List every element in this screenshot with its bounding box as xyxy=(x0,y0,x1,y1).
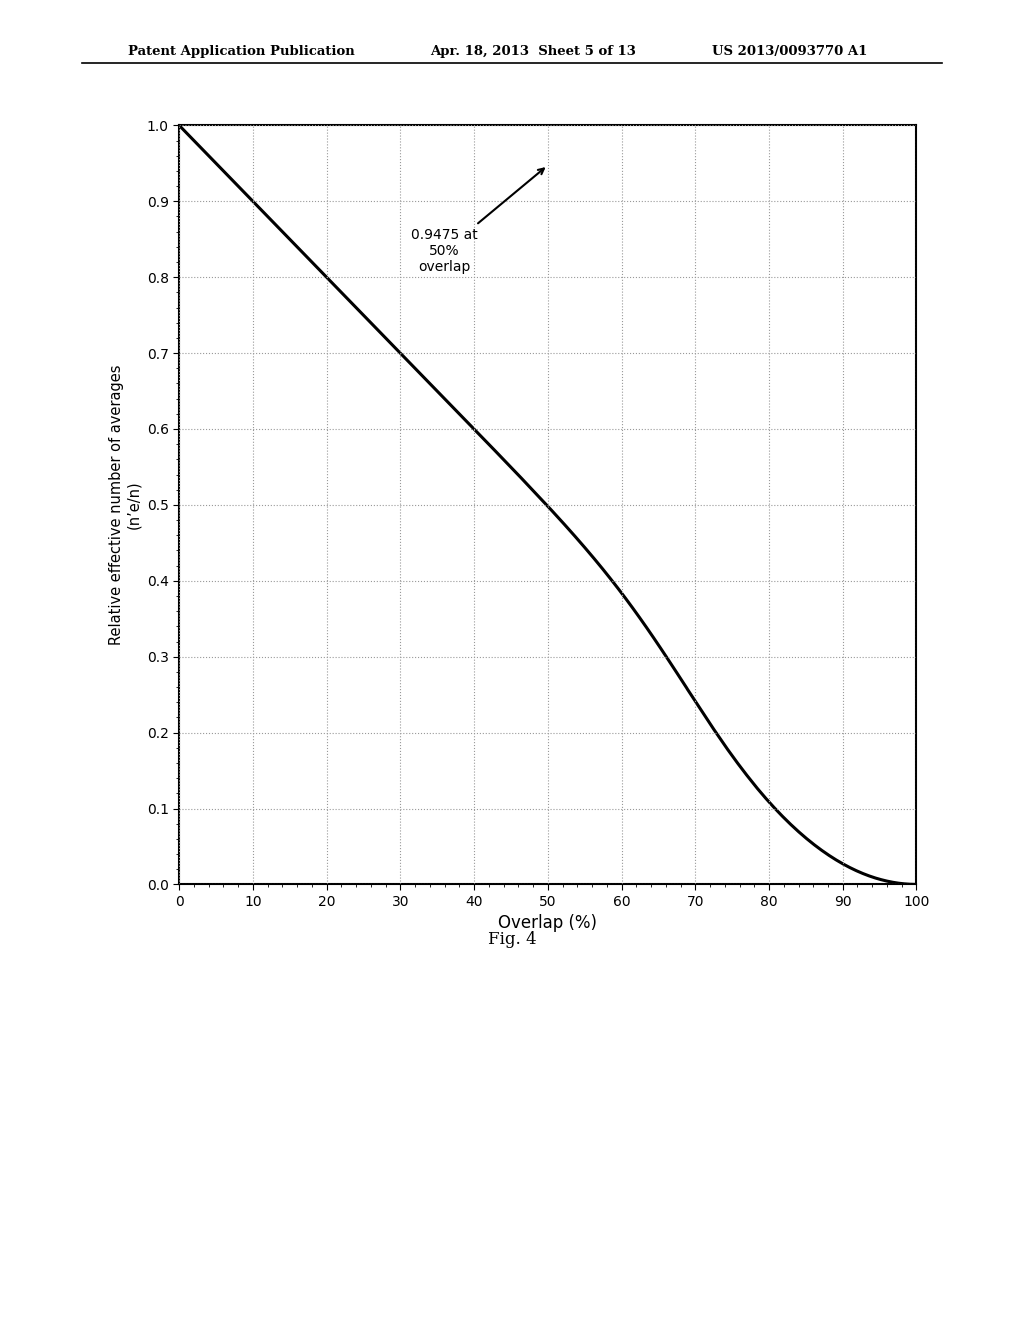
Text: Patent Application Publication: Patent Application Publication xyxy=(128,45,354,58)
Text: 0.9475 at
50%
overlap: 0.9475 at 50% overlap xyxy=(412,169,544,275)
Y-axis label: Relative effective number of averages
(n’e/n): Relative effective number of averages (n… xyxy=(109,364,141,645)
Text: Fig. 4: Fig. 4 xyxy=(487,931,537,948)
X-axis label: Overlap (%): Overlap (%) xyxy=(499,915,597,932)
Text: Apr. 18, 2013  Sheet 5 of 13: Apr. 18, 2013 Sheet 5 of 13 xyxy=(430,45,636,58)
Text: US 2013/0093770 A1: US 2013/0093770 A1 xyxy=(712,45,867,58)
